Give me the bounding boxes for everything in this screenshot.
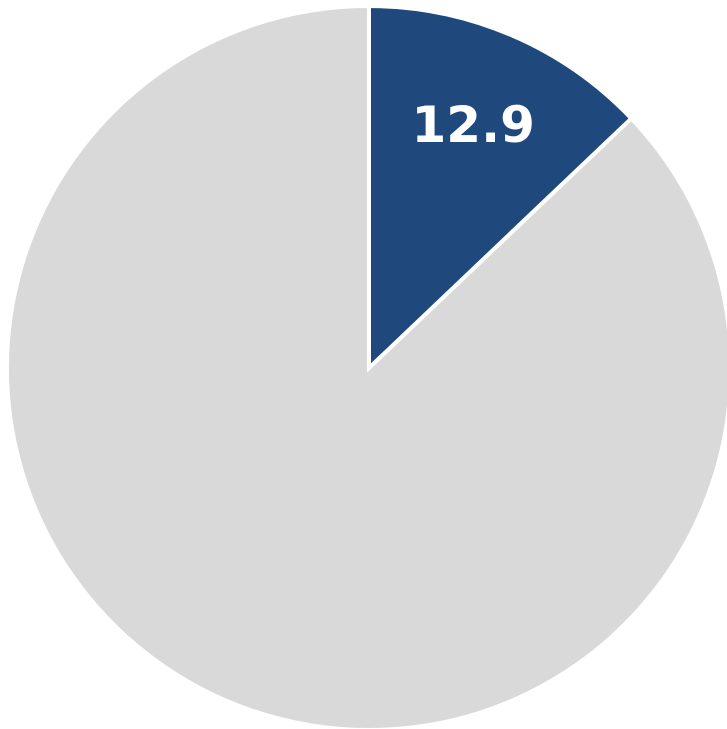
- pie-labels: 12.9: [412, 96, 535, 154]
- pie-slices: [5, 3, 727, 729]
- pie-slice-1: [367, 3, 635, 373]
- pie-slice-2: [5, 3, 727, 729]
- pie-slice-1-label: 12.9: [412, 96, 535, 154]
